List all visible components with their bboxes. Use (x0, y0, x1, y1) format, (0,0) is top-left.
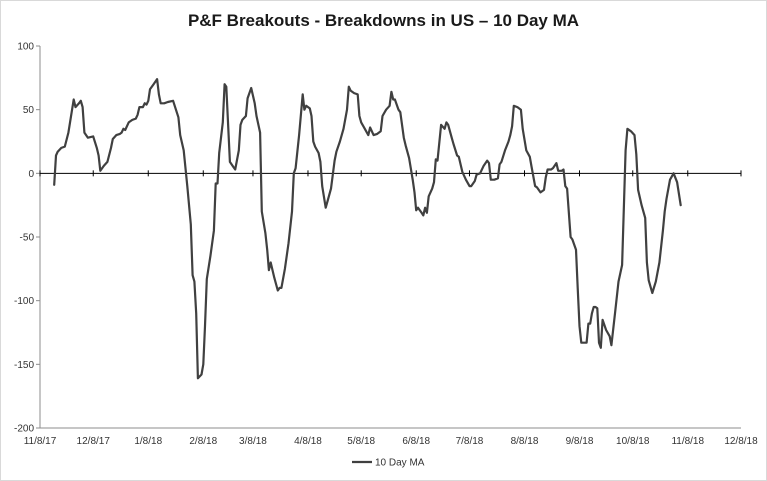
x-tick-label: 4/8/18 (294, 436, 322, 447)
x-tick-label: 6/8/18 (402, 436, 430, 447)
y-tick-label: 0 (28, 169, 34, 180)
x-tick-label: 12/8/17 (77, 436, 111, 447)
x-tick-label: 2/8/18 (189, 436, 217, 447)
legend-label: 10 Day MA (375, 458, 425, 469)
y-tick-label: 100 (17, 42, 34, 53)
legend: 10 Day MA (352, 458, 425, 469)
x-tick-label: 11/8/18 (671, 436, 704, 447)
series-line (53, 78, 682, 380)
x-tick-label: 8/8/18 (511, 436, 539, 447)
x-tick-label: 11/8/17 (24, 436, 57, 447)
y-tick-label: -200 (14, 424, 34, 435)
y-tick-label: 50 (23, 105, 35, 116)
x-tick-label: 9/8/18 (566, 436, 594, 447)
x-tick-label: 3/8/18 (239, 436, 267, 447)
x-tick-label: 1/8/18 (134, 436, 162, 447)
y-tick-label: -150 (14, 360, 34, 371)
y-tick-label: -50 (20, 233, 35, 244)
y-tick-label: -100 (14, 296, 34, 307)
x-tick-label: 7/8/18 (456, 436, 484, 447)
chart-title: P&F Breakouts - Breakdowns in US – 10 Da… (187, 11, 580, 30)
x-tick-label: 5/8/18 (347, 436, 375, 447)
x-tick-label: 10/8/18 (616, 436, 650, 447)
series-layer (53, 78, 682, 380)
x-tick-label: 12/8/18 (724, 436, 758, 447)
